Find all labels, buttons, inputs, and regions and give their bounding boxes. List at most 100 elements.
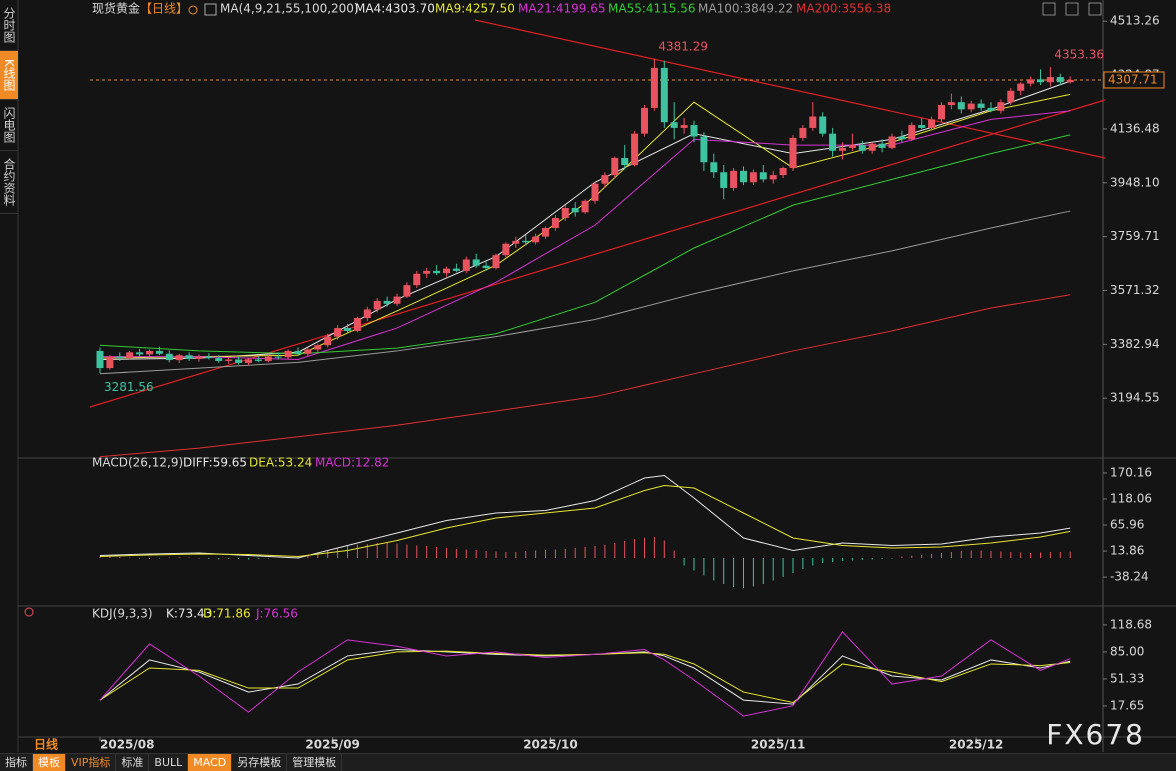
candle-body [700,136,708,163]
candle-body [423,270,431,274]
watermark: FX678 [1046,718,1145,751]
y-tick-label: 3571.32 [1110,283,1160,297]
candle-body [195,356,203,359]
candle-body [205,356,213,359]
candle-body [839,147,846,151]
candle-body [146,350,153,355]
tab[interactable]: MACD [188,754,233,771]
tab[interactable]: 分时图 [0,0,18,51]
symbol-title: 现货黄金 [92,1,140,16]
candle-body [472,259,480,266]
legend-entry: MA4:4303.70 [355,2,435,16]
candle-body [947,102,955,106]
window-button[interactable] [1042,2,1056,16]
y-tick-label: 4513.26 [1110,14,1160,28]
candle-body [482,265,490,269]
y-tick-label: 3382.94 [1110,337,1160,351]
legend-entry: MA9:4257.50 [435,2,515,16]
candle-body [710,162,718,173]
tab[interactable]: 闪电图 [0,100,18,151]
candle-body [888,136,896,148]
candle-body [1066,79,1074,83]
candle-body [215,358,223,361]
candle-body [858,145,866,151]
candle-body [155,350,163,354]
candle-body [928,119,936,128]
candle-body [591,183,599,201]
tab[interactable]: 管理模板 [287,754,343,771]
tab[interactable]: 合约资料 [0,151,18,214]
candle-body [245,359,252,363]
legend-entry: D:71.86 [203,607,251,621]
kdj-icon[interactable] [24,607,34,617]
tab[interactable]: K线图 [0,51,18,100]
candle-body [987,107,995,111]
x-tick-label: 2025/10 [523,738,577,752]
y-tick-label: 13.86 [1110,544,1144,558]
candle-body [96,350,104,369]
add-icon[interactable] [188,5,198,15]
legend-entry: J:76.56 [255,607,298,621]
legend-entry: DIFF:59.65 [183,456,247,470]
period: 【日线】 [140,2,188,16]
candle-body [522,240,530,243]
candle-body [730,170,738,188]
candle-body [1027,79,1035,84]
candle-body [1017,83,1025,91]
candle-body [403,285,411,297]
x-tick-label: 2025/11 [751,738,805,752]
tab[interactable]: BULL [149,754,189,771]
candle-body [334,328,342,337]
candle-body [264,356,272,361]
tab[interactable]: 另存模板 [232,754,288,771]
macd-title: MACD(26,12,9) [92,456,183,470]
ma-params: MA(4,9,21,55,100,200) [220,2,359,16]
candle-body [542,227,549,237]
legend-entry: MA200:3556.38 [796,2,891,16]
candle-body [502,243,510,256]
tab[interactable]: 标准 [116,754,150,771]
candle-body [581,200,589,213]
candle-body [314,345,322,350]
window-button[interactable] [1065,2,1079,16]
candle-body [294,350,302,354]
candle-body [779,167,787,176]
tab[interactable]: 指标 [0,754,33,771]
legend-entry: K:73.43 [166,607,212,621]
y-tick-label: 3948.10 [1110,175,1160,189]
price-annotation: 4381.29 [658,39,708,53]
candle-body [759,172,767,180]
candle-body [452,268,460,271]
period-label: 日线 [34,737,58,752]
candle-body [175,355,183,361]
y-tick-label: 17.65 [1110,698,1144,712]
candle-body [284,350,292,358]
tab[interactable]: 模板 [33,754,66,771]
candle-body [373,300,381,310]
candle-body [551,217,559,228]
indicator-icon[interactable] [204,3,217,16]
current-price-label: 4307.71 [1108,72,1158,86]
y-tick-label: 4136.48 [1110,121,1160,135]
indicator-line [99,134,1071,355]
candle-body [106,356,114,369]
candle-body [631,133,639,166]
candle-body [561,207,569,218]
trend-line [474,19,1106,159]
candle-body [235,359,243,363]
candle-body [601,175,609,184]
candle-body [809,116,817,128]
indicator-line [99,631,1071,717]
tab[interactable]: VIP指标 [66,754,117,771]
candle-body [443,268,450,274]
candle-body [532,236,540,243]
indicator-line [99,484,1071,558]
candle-body [363,309,371,319]
x-tick-label: 2025/12 [949,738,1003,752]
window-button[interactable] [1088,2,1102,16]
candle-body [126,352,134,359]
toolbar: 指标 模板 VIP指标 标准 BULL MACD 另存模板 管理模板 [0,753,1176,771]
kdj-title: KDJ(9,3,3) [92,607,153,621]
